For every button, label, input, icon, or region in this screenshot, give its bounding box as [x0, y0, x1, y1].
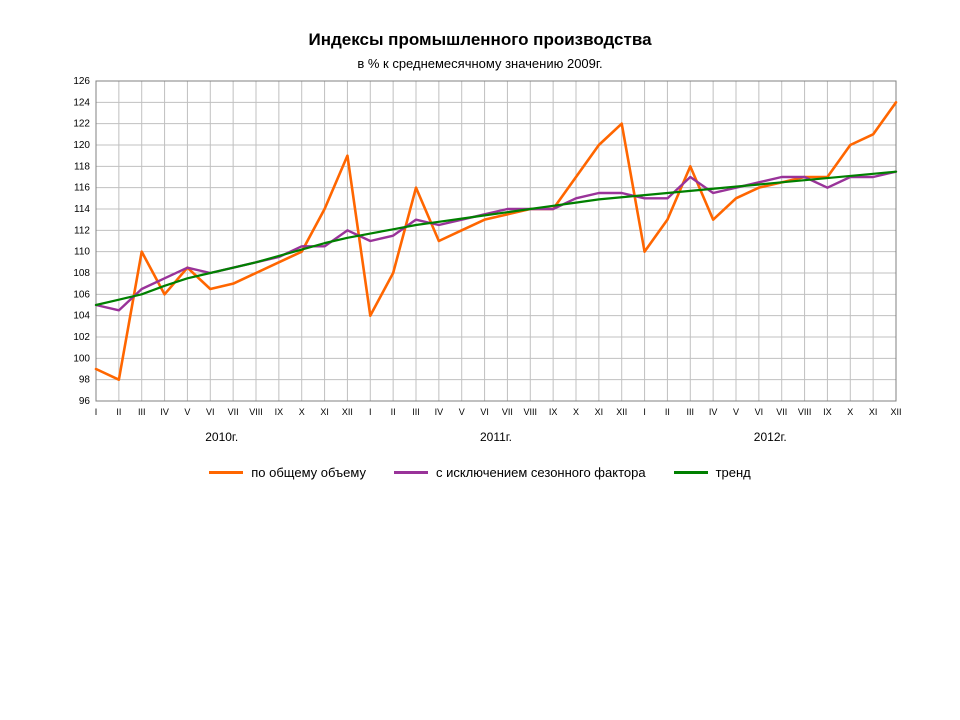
svg-text:116: 116	[74, 183, 90, 194]
svg-text:III: III	[687, 407, 695, 417]
svg-text:I: I	[95, 407, 98, 417]
svg-text:X: X	[847, 407, 853, 417]
svg-text:VIII: VIII	[524, 407, 538, 417]
legend-item: тренд	[674, 465, 751, 480]
legend-swatch	[209, 471, 243, 474]
svg-text:XI: XI	[320, 407, 329, 417]
svg-text:2010г.: 2010г.	[205, 430, 238, 444]
chart-legend: по общему объему с исключением сезонного …	[40, 465, 920, 480]
chart-plot: 96 98 100 102 104 106 108 110 112 114 116 118 120 122…	[40, 71, 920, 451]
legend-label: по общему объему	[251, 465, 366, 480]
legend-swatch	[394, 471, 428, 474]
svg-text:III: III	[412, 407, 420, 417]
legend-item: по общему объему	[209, 465, 366, 480]
svg-text:X: X	[573, 407, 579, 417]
svg-text:2012г.: 2012г.	[754, 430, 787, 444]
svg-text:IX: IX	[549, 407, 558, 417]
svg-text:X: X	[299, 407, 305, 417]
svg-text:124: 124	[73, 97, 90, 108]
svg-text:VII: VII	[502, 407, 513, 417]
svg-text:XI: XI	[869, 407, 878, 417]
svg-text:III: III	[138, 407, 146, 417]
svg-text:V: V	[733, 407, 739, 417]
svg-text:II: II	[665, 407, 670, 417]
svg-text:V: V	[459, 407, 465, 417]
svg-text:XII: XII	[890, 407, 901, 417]
svg-text:IV: IV	[435, 407, 444, 417]
svg-text:XII: XII	[616, 407, 627, 417]
svg-text:100: 100	[73, 353, 90, 364]
svg-text:VI: VI	[206, 407, 215, 417]
svg-text:IV: IV	[160, 407, 169, 417]
svg-text:96: 96	[79, 396, 91, 407]
svg-text:106: 106	[73, 289, 90, 300]
svg-text:IX: IX	[823, 407, 832, 417]
svg-text:118: 118	[74, 161, 90, 172]
svg-text:126: 126	[73, 76, 90, 87]
svg-text:122: 122	[73, 119, 90, 130]
svg-text:V: V	[184, 407, 190, 417]
svg-text:I: I	[643, 407, 646, 417]
svg-text:110: 110	[74, 247, 90, 258]
svg-text:104: 104	[73, 311, 90, 322]
svg-text:VI: VI	[755, 407, 764, 417]
svg-text:VII: VII	[776, 407, 787, 417]
legend-label: с исключением сезонного фактора	[436, 465, 646, 480]
legend-swatch	[674, 471, 708, 474]
svg-text:120: 120	[73, 140, 90, 151]
chart-subtitle: в % к среднемесячному значению 2009г.	[40, 56, 920, 71]
svg-text:98: 98	[79, 375, 91, 386]
svg-text:II: II	[116, 407, 121, 417]
svg-text:II: II	[391, 407, 396, 417]
svg-text:IV: IV	[709, 407, 718, 417]
svg-text:XII: XII	[342, 407, 353, 417]
svg-text:XI: XI	[595, 407, 604, 417]
chart-container: Индексы промышленного производства в % к…	[40, 30, 920, 480]
svg-text:VII: VII	[228, 407, 239, 417]
svg-text:IX: IX	[275, 407, 284, 417]
legend-label: тренд	[716, 465, 751, 480]
svg-text:I: I	[369, 407, 372, 417]
legend-item: с исключением сезонного фактора	[394, 465, 646, 480]
svg-text:102: 102	[73, 332, 90, 343]
svg-text:VI: VI	[480, 407, 489, 417]
svg-text:108: 108	[73, 268, 90, 279]
svg-text:2011г.: 2011г.	[480, 430, 512, 444]
chart-title: Индексы промышленного производства	[40, 30, 920, 50]
svg-text:VIII: VIII	[249, 407, 263, 417]
svg-text:VIII: VIII	[798, 407, 812, 417]
svg-text:114: 114	[74, 204, 90, 215]
svg-text:112: 112	[74, 225, 90, 236]
